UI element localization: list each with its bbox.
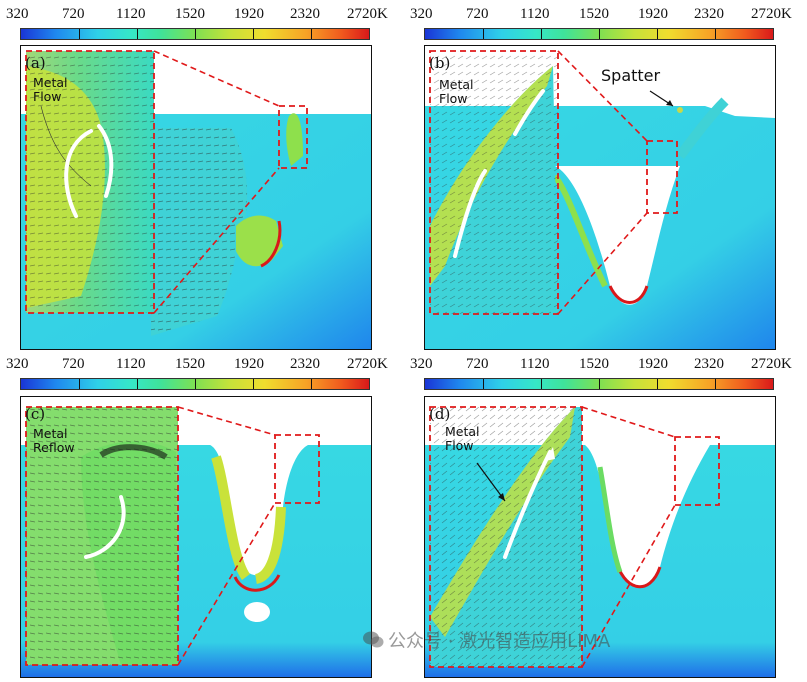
- tick-label: 720: [466, 356, 489, 372]
- annotation-line: Metal: [33, 75, 68, 90]
- tick-label: 1920: [234, 356, 264, 372]
- tick-label: 1920: [234, 6, 264, 22]
- tick-label: 320: [6, 6, 29, 22]
- tick-label: 2720K: [751, 6, 792, 22]
- tick-label: 320: [410, 356, 433, 372]
- panel-a-annotation: Metal Flow: [33, 76, 68, 104]
- tick-label: 2320: [694, 356, 724, 372]
- annotation-line: Flow: [445, 438, 474, 453]
- panel-b-label: (b): [429, 54, 451, 72]
- tick-label: 1120: [520, 6, 550, 22]
- colorbar-labels-top-right: 320 720 1120 1520 1920 2320 2720K: [410, 6, 807, 22]
- tick-label: 720: [62, 6, 85, 22]
- colorbar-top-right: [424, 28, 774, 40]
- tick-label: 720: [466, 6, 489, 22]
- tick-label: 1120: [116, 6, 146, 22]
- annotation-line: Metal: [445, 424, 480, 439]
- tick-label: 1120: [520, 356, 550, 372]
- tick-label: 2720K: [347, 6, 388, 22]
- panel-d-label: (d): [429, 405, 451, 423]
- panel-a-simulation: [21, 50, 371, 349]
- panel-c: (c) Metal Reflow: [20, 396, 372, 678]
- panel-a: (a) Metal Flow: [20, 45, 372, 350]
- tick-label: 2320: [694, 6, 724, 22]
- panel-c-simulation: [21, 406, 371, 677]
- colorbar-top-left: [20, 28, 370, 40]
- colorbar-labels-top-left: 320 720 1120 1520 1920 2320 2720K: [6, 6, 401, 22]
- colorbar-bottom-left: [20, 378, 370, 390]
- watermark-text: 公众号 · 激光智造应用LIMA: [388, 631, 611, 652]
- tick-label: 2720K: [347, 356, 388, 372]
- panel-b: (b) Metal Flow Spatter: [424, 45, 776, 350]
- spatter-label: Spatter: [601, 66, 661, 85]
- colorbar-labels-bottom-left: 320 720 1120 1520 1920 2320 2720K: [6, 356, 401, 372]
- tick-label: 1520: [175, 6, 205, 22]
- colorbar-labels-bottom-right: 320 720 1120 1520 1920 2320 2720K: [410, 356, 807, 372]
- tick-label: 1920: [638, 6, 668, 22]
- panel-a-label: (a): [25, 54, 46, 72]
- colorbar-bottom-right: [424, 378, 774, 390]
- tick-label: 320: [6, 356, 29, 372]
- annotation-line: Flow: [439, 91, 468, 106]
- annotation-line: Metal: [439, 77, 474, 92]
- tick-label: 2320: [290, 356, 320, 372]
- tick-label: 2720K: [751, 356, 792, 372]
- annotation-line: Metal: [33, 426, 68, 441]
- panel-d: (d) Metal Flow: [424, 396, 776, 678]
- tick-label: 1120: [116, 356, 146, 372]
- tick-label: 1520: [579, 356, 609, 372]
- tick-label: 2320: [290, 6, 320, 22]
- tick-label: 1920: [638, 356, 668, 372]
- panel-b-simulation: [425, 50, 775, 349]
- tick-label: 320: [410, 6, 433, 22]
- annotation-line: Reflow: [33, 440, 75, 455]
- panel-c-label: (c): [25, 405, 46, 423]
- panel-c-annotation: Metal Reflow: [33, 427, 75, 455]
- annotation-line: Flow: [33, 89, 62, 104]
- panel-d-annotation: Metal Flow: [445, 425, 480, 453]
- tick-label: 720: [62, 356, 85, 372]
- tick-label: 1520: [579, 6, 609, 22]
- panel-b-annotation: Metal Flow: [439, 78, 474, 106]
- tick-label: 1520: [175, 356, 205, 372]
- panel-d-simulation: [425, 406, 775, 677]
- wechat-icon: [363, 631, 384, 648]
